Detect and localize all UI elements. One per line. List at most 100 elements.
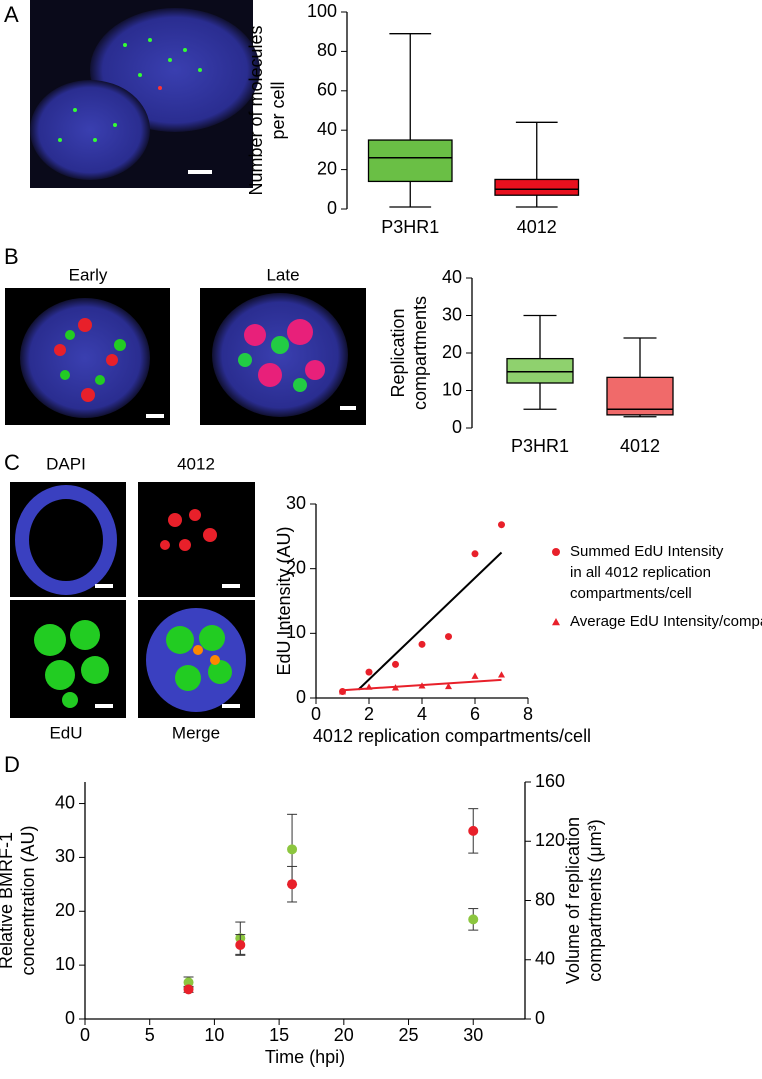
marker — [365, 683, 373, 690]
marker — [445, 633, 452, 641]
marker — [392, 684, 399, 691]
y-tick-label: 0 — [296, 687, 306, 707]
marker — [498, 521, 505, 529]
y2-tick-label: 0 — [535, 1008, 545, 1028]
x-tick-label: 2 — [364, 704, 374, 724]
x-axis-label: 4012 replication compartments/cell — [313, 726, 591, 746]
panel-letter: D — [4, 752, 20, 777]
micrograph — [10, 482, 126, 597]
marker — [183, 977, 194, 988]
panel-letter: A — [4, 2, 19, 27]
x-tick-label: 8 — [523, 704, 533, 724]
micrograph — [5, 288, 170, 425]
y2-tick-label: 80 — [535, 889, 555, 909]
legend-marker — [552, 548, 560, 556]
legend-label: compartments/cell — [570, 585, 692, 602]
marker — [468, 914, 479, 925]
y-tick-label: 80 — [317, 40, 337, 60]
y-tick-label: 30 — [286, 493, 306, 513]
legend-label: Summed EdU Intensity — [570, 543, 724, 560]
x-axis-label: Time (hpi) — [265, 1047, 345, 1067]
legend-marker — [552, 618, 560, 626]
x-tick-label: 0 — [311, 704, 321, 724]
y-tick-label: 20 — [286, 557, 306, 577]
y-axis-label: Volume of replication — [563, 817, 583, 984]
marker — [183, 984, 194, 995]
box — [494, 178, 580, 196]
caption: Merge — [172, 723, 220, 742]
marker — [339, 688, 346, 695]
y-tick-label: 20 — [317, 158, 337, 178]
y-tick-label: 20 — [442, 342, 462, 362]
micrograph — [30, 0, 260, 188]
marker — [418, 682, 426, 689]
marker — [287, 844, 298, 855]
y-tick-label: 40 — [55, 792, 75, 812]
marker — [445, 682, 452, 690]
caption: DAPI — [46, 454, 86, 473]
y-tick-label: 0 — [452, 417, 462, 437]
x-tick-label: 30 — [463, 1025, 483, 1045]
x-tick-label: 25 — [399, 1025, 419, 1045]
y-tick-label: 30 — [55, 846, 75, 866]
y-tick-label: 0 — [327, 198, 337, 218]
x-tick-label: P3HR1 — [381, 217, 439, 237]
x-tick-label: 5 — [145, 1025, 155, 1045]
x-tick-label: 4012 — [517, 217, 557, 237]
marker — [235, 939, 246, 950]
marker — [498, 671, 505, 678]
y-axis-label: EdU Intensity (AU) — [274, 526, 294, 675]
y-tick-label: 10 — [286, 622, 306, 642]
y-axis-label: Number of molecules — [246, 25, 266, 195]
micrograph — [138, 600, 255, 718]
y-tick-label: 0 — [65, 1008, 75, 1028]
micrograph — [200, 288, 366, 425]
y-axis-label: compartments — [410, 296, 430, 410]
marker — [418, 640, 426, 648]
marker — [468, 825, 479, 836]
x-tick-label: 0 — [80, 1025, 90, 1045]
marker — [471, 550, 479, 558]
x-tick-label: 6 — [470, 704, 480, 724]
x-tick-label: 4012 — [620, 436, 660, 456]
y-tick-label: 20 — [55, 900, 75, 920]
x-tick-label: P3HR1 — [511, 436, 569, 456]
micrograph — [138, 482, 255, 597]
legend-label: Average EdU Intensity/compartment — [570, 613, 762, 630]
marker — [365, 668, 373, 676]
caption: Early — [69, 265, 108, 284]
marker — [287, 879, 298, 890]
panel-letter: B — [4, 244, 19, 269]
caption: Late — [266, 265, 299, 284]
y-axis-label: Relative BMRF-1 — [0, 832, 16, 969]
y-tick-label: 40 — [317, 119, 337, 139]
x-tick-label: 10 — [204, 1025, 224, 1045]
y-tick-label: 60 — [317, 80, 337, 100]
y2-tick-label: 120 — [535, 830, 565, 850]
caption: 4012 — [177, 454, 215, 473]
panel-letter: C — [4, 450, 20, 475]
y-tick-label: 10 — [55, 954, 75, 974]
y-axis-label: per cell — [268, 81, 288, 139]
x-tick-label: 4 — [417, 704, 427, 724]
y-tick-label: 30 — [442, 304, 462, 324]
y-axis-label: concentration (AU) — [18, 825, 38, 975]
y-axis-label: Replication — [388, 308, 408, 397]
caption: EdU — [49, 723, 82, 742]
y-axis-label: compartments (μm³) — [585, 819, 605, 981]
marker — [392, 660, 399, 668]
legend-label: in all 4012 replication — [570, 564, 711, 581]
x-tick-label: 20 — [334, 1025, 354, 1045]
micrograph — [10, 600, 126, 718]
y2-tick-label: 160 — [535, 771, 565, 791]
marker — [471, 672, 479, 679]
fit-line — [357, 551, 503, 691]
y-tick-label: 100 — [307, 1, 337, 21]
x-tick-label: 15 — [269, 1025, 289, 1045]
box — [367, 139, 453, 183]
y-tick-label: 10 — [442, 379, 462, 399]
y2-tick-label: 40 — [535, 949, 555, 969]
y-tick-label: 40 — [442, 267, 462, 287]
box — [506, 357, 574, 384]
